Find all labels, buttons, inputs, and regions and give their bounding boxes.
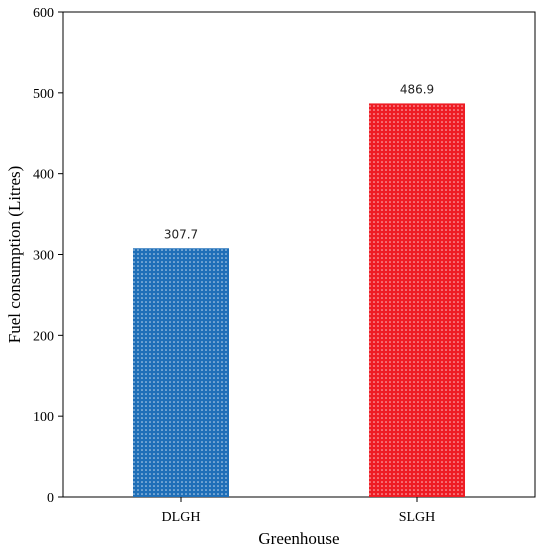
y-tick-label: 0: [47, 491, 54, 506]
y-axis: 0 100 200 300 400 500 600: [33, 6, 63, 506]
data-label-slgh: 486.9: [400, 82, 434, 96]
y-tick-label: 600: [33, 6, 54, 21]
y-tick-label: 500: [33, 87, 54, 102]
bar-dlgh: [133, 248, 229, 497]
x-tick-label: DLGH: [162, 510, 201, 525]
y-tick-label: 400: [33, 168, 54, 183]
x-tick-label: SLGH: [399, 510, 436, 525]
y-tick-label: 100: [33, 410, 54, 425]
y-tick-label: 300: [33, 249, 54, 264]
bar-slgh: [369, 103, 465, 498]
x-axis: DLGH SLGH: [162, 497, 436, 525]
data-label-dlgh: 307.7: [164, 227, 198, 241]
bars-group: 307.7 486.9: [133, 82, 465, 498]
x-axis-title: Greenhouse: [258, 529, 339, 548]
y-tick-label: 200: [33, 329, 54, 344]
y-axis-title: Fuel consumption (Litres): [5, 166, 24, 344]
